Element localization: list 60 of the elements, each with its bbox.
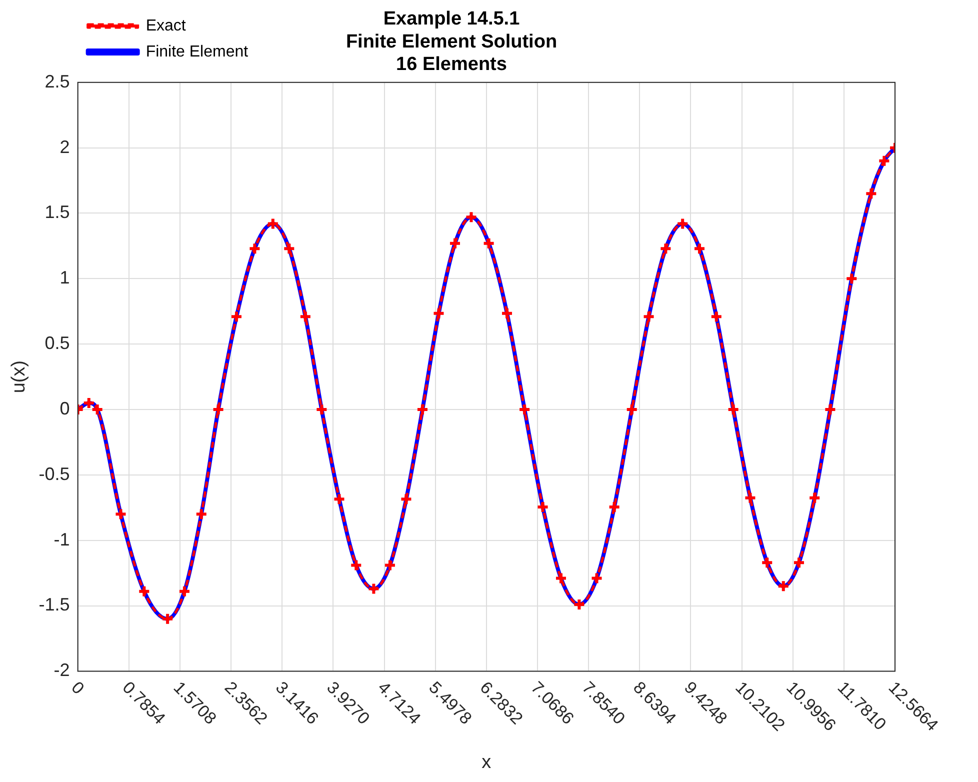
point [138,584,151,598]
point [659,242,672,256]
y-tick-label: -0.5 [38,464,70,484]
point [367,582,380,596]
chart-title: Example 14.5.1 Finite Element Solution 16 Elements [346,8,558,76]
point [726,403,740,416]
y-tick-label: 2.5 [44,71,70,92]
y-tick-label: -1 [54,529,70,550]
point [230,310,243,324]
point [808,491,822,504]
point [248,242,262,256]
point [178,584,191,598]
point [500,306,514,320]
point [194,508,208,521]
point [350,558,363,572]
point [710,310,723,324]
point [482,236,496,250]
point [625,403,638,416]
point [676,217,690,230]
point [792,556,806,570]
point [864,187,878,200]
y-tick-label: 0.5 [44,333,70,354]
point [590,572,604,585]
point [744,491,757,504]
y-axis-title: u(x) [8,360,30,394]
y-tick-label: -1.5 [38,594,70,615]
point [642,310,656,324]
point [416,403,429,416]
point [432,306,446,320]
legend-label: Finite Element [146,43,249,60]
legend-label: Exact [146,17,186,34]
point [315,403,328,416]
point [824,403,837,416]
point [298,310,312,324]
point [332,492,346,506]
y-tick-label: 2 [60,136,70,157]
y-tick-label: 1 [60,268,70,288]
y-tick-label: -2 [54,660,70,680]
point [608,500,621,514]
point [266,217,280,230]
point [536,500,550,514]
y-tick-label: 0 [60,398,70,418]
x-axis-title: x [482,752,492,773]
point [400,492,413,506]
point [114,508,128,521]
point [760,556,774,570]
point [212,403,225,416]
point [518,403,532,416]
point [845,272,858,286]
point [554,572,568,585]
point [776,580,790,593]
point [572,598,586,611]
point [448,236,462,250]
point [161,612,174,626]
point [464,210,478,224]
point [692,242,706,256]
point [383,558,396,572]
y-tick-label: 1.5 [44,202,70,222]
point [282,242,296,256]
point [878,154,891,168]
